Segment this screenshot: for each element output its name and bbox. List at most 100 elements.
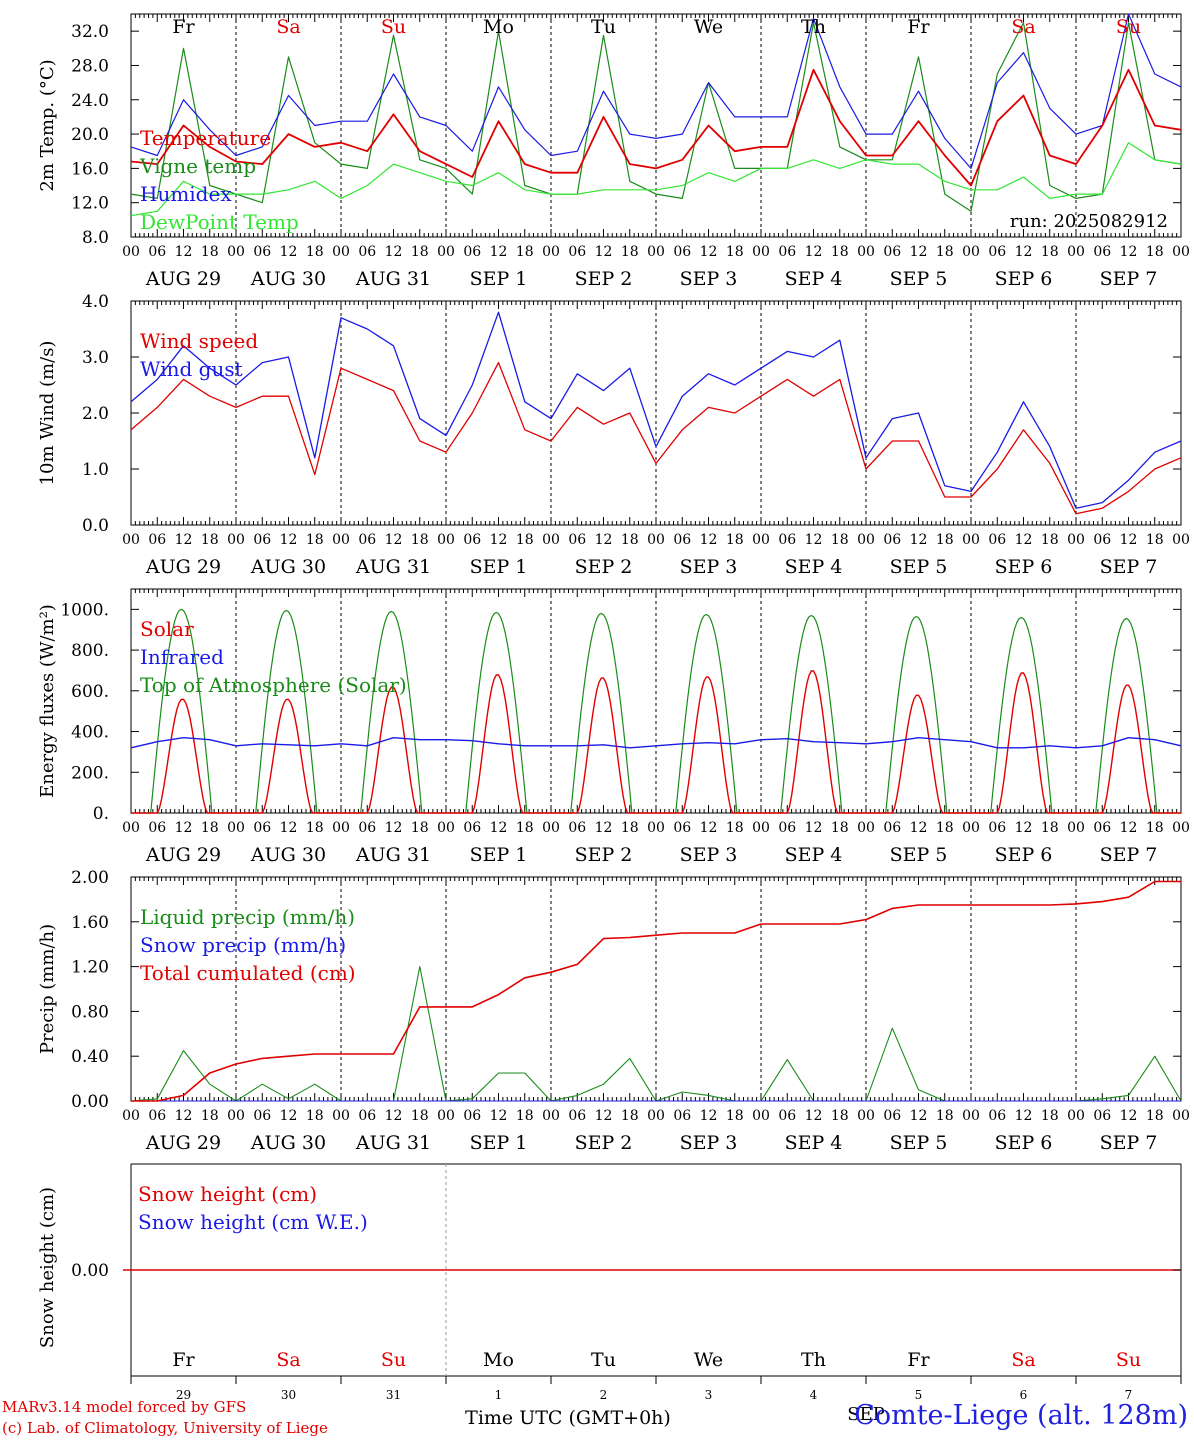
y-tick-label: 2.0: [82, 404, 109, 424]
series-solar: [131, 670, 1181, 814]
legend-entry: Snow precip (mm/h): [140, 933, 346, 957]
date-label: SEP 3: [680, 268, 738, 290]
hour-label: 18: [411, 532, 429, 548]
hour-label: 00: [1172, 532, 1190, 548]
legend-entry: Total cumulated (cm): [140, 961, 356, 985]
hour-label: 12: [595, 820, 613, 836]
hour-label: 00: [227, 1108, 245, 1124]
day-name: Tu: [591, 16, 616, 38]
x-axis-title: Time UTC (GMT+0h): [465, 1407, 671, 1429]
day-name: Sa: [1011, 1349, 1035, 1371]
date-label: SEP 6: [995, 268, 1053, 290]
hour-label: 00: [752, 1108, 770, 1124]
date-label: SEP 7: [1100, 844, 1158, 866]
date-label: SEP 4: [785, 1132, 843, 1154]
hour-label: 12: [490, 244, 508, 260]
hour-label: 18: [1041, 820, 1059, 836]
hour-label: 00: [647, 532, 665, 548]
hour-label: 18: [306, 532, 324, 548]
day-name: Su: [381, 1349, 406, 1371]
hour-label: 18: [1146, 244, 1164, 260]
hour-label: 06: [253, 532, 271, 548]
hour-label: 12: [280, 820, 298, 836]
hour-label: 18: [306, 820, 324, 836]
y-tick-label: 800.: [71, 641, 109, 661]
hour-label: 12: [910, 820, 928, 836]
hour-label: 06: [463, 1108, 481, 1124]
hour-label: 00: [647, 820, 665, 836]
y-axis-title: 2m Temp. (°C): [37, 59, 58, 191]
hour-label: 18: [516, 244, 534, 260]
hour-label: 00: [122, 244, 140, 260]
hour-label: 00: [962, 244, 980, 260]
date-label: SEP 5: [890, 268, 948, 290]
series-humidex: [130, 13, 1182, 169]
day-name: Su: [1116, 1349, 1141, 1371]
hour-label: 06: [673, 244, 691, 260]
hour-label: 12: [1015, 820, 1033, 836]
hour-label: 06: [358, 1108, 376, 1124]
date-label: SEP 7: [1100, 556, 1158, 578]
hour-label: 18: [201, 820, 219, 836]
hour-label: 06: [253, 1108, 271, 1124]
hour-label: 06: [778, 1108, 796, 1124]
hour-label: 00: [542, 1108, 560, 1124]
hour-label: 18: [1146, 1108, 1164, 1124]
date-label: AUG 29: [145, 1132, 221, 1154]
date-label: SEP 2: [575, 1132, 633, 1154]
hour-label: 18: [726, 244, 744, 260]
hour-label: 06: [148, 820, 166, 836]
date-label: SEP 3: [680, 844, 738, 866]
hour-label: 12: [280, 532, 298, 548]
y-axis-title: 10m Wind (m/s): [37, 341, 58, 486]
hour-label: 12: [595, 1108, 613, 1124]
hour-label: 18: [1041, 1108, 1059, 1124]
hour-label: 00: [647, 244, 665, 260]
legend-entry: Solar: [140, 617, 194, 641]
hour-label: 18: [726, 532, 744, 548]
legend-entry: Snow height (cm W.E.): [138, 1210, 368, 1234]
hour-label: 12: [1120, 532, 1138, 548]
y-axis-title: Energy fluxes (W/m²): [37, 604, 58, 798]
plot-frame: [130, 13, 1182, 238]
hour-label: 06: [358, 820, 376, 836]
panel-4: 00 06 12 18 00 06 12 18 00 06 12 18 00 06 12 18 00 06 12 18…: [37, 868, 1190, 1154]
y-tick-label: 32.0: [71, 22, 109, 42]
hour-label: 00: [1172, 1108, 1190, 1124]
hour-label: 06: [568, 820, 586, 836]
hour-label: 18: [201, 1108, 219, 1124]
panel-1: 00 06 12 18 00 06 12 18 00 06 12 18 00 06 12 18 00 06 12 18…: [37, 13, 1190, 290]
hour-label: 18: [411, 820, 429, 836]
hour-label: 12: [910, 1108, 928, 1124]
date-label: AUG 30: [250, 268, 326, 290]
series-infrared: [130, 737, 1182, 749]
legend-entry: Temperature: [140, 126, 271, 150]
y-tick-label: 24.0: [71, 91, 109, 111]
series-vigne-temp: [130, 22, 1182, 212]
date-label: SEP 7: [1100, 268, 1158, 290]
hour-label: 12: [175, 820, 193, 836]
date-label: SEP 2: [575, 844, 633, 866]
legend-entry: Wind speed: [140, 329, 258, 353]
date-label: AUG 31: [355, 556, 431, 578]
y-tick-label: 0.: [93, 804, 109, 824]
hour-label: 12: [1120, 1108, 1138, 1124]
panel-3: 00 06 12 18 00 06 12 18 00 06 12 18 00 06 12 18 00 06 12 18…: [37, 588, 1190, 866]
date-label: SEP 6: [995, 556, 1053, 578]
hour-label: 18: [831, 532, 849, 548]
hour-label: 18: [411, 1108, 429, 1124]
model-credit: MARv3.14 model forced by GFS: [2, 1398, 247, 1416]
run-label: run: 2025082912: [1010, 211, 1168, 232]
hour-label: 00: [752, 820, 770, 836]
hour-label: 12: [490, 820, 508, 836]
y-tick-label: 28.0: [71, 56, 109, 76]
series-temperature: [130, 68, 1182, 187]
day-name: Su: [381, 16, 406, 38]
date-label: SEP 6: [995, 1132, 1053, 1154]
y-tick-label: 600.: [71, 682, 109, 702]
hour-label: 06: [988, 1108, 1006, 1124]
legend-entry: Infrared: [140, 645, 224, 669]
hour-label: 00: [227, 532, 245, 548]
y-axis-title: Snow height (cm): [37, 1187, 58, 1348]
hour-label: 12: [1120, 820, 1138, 836]
